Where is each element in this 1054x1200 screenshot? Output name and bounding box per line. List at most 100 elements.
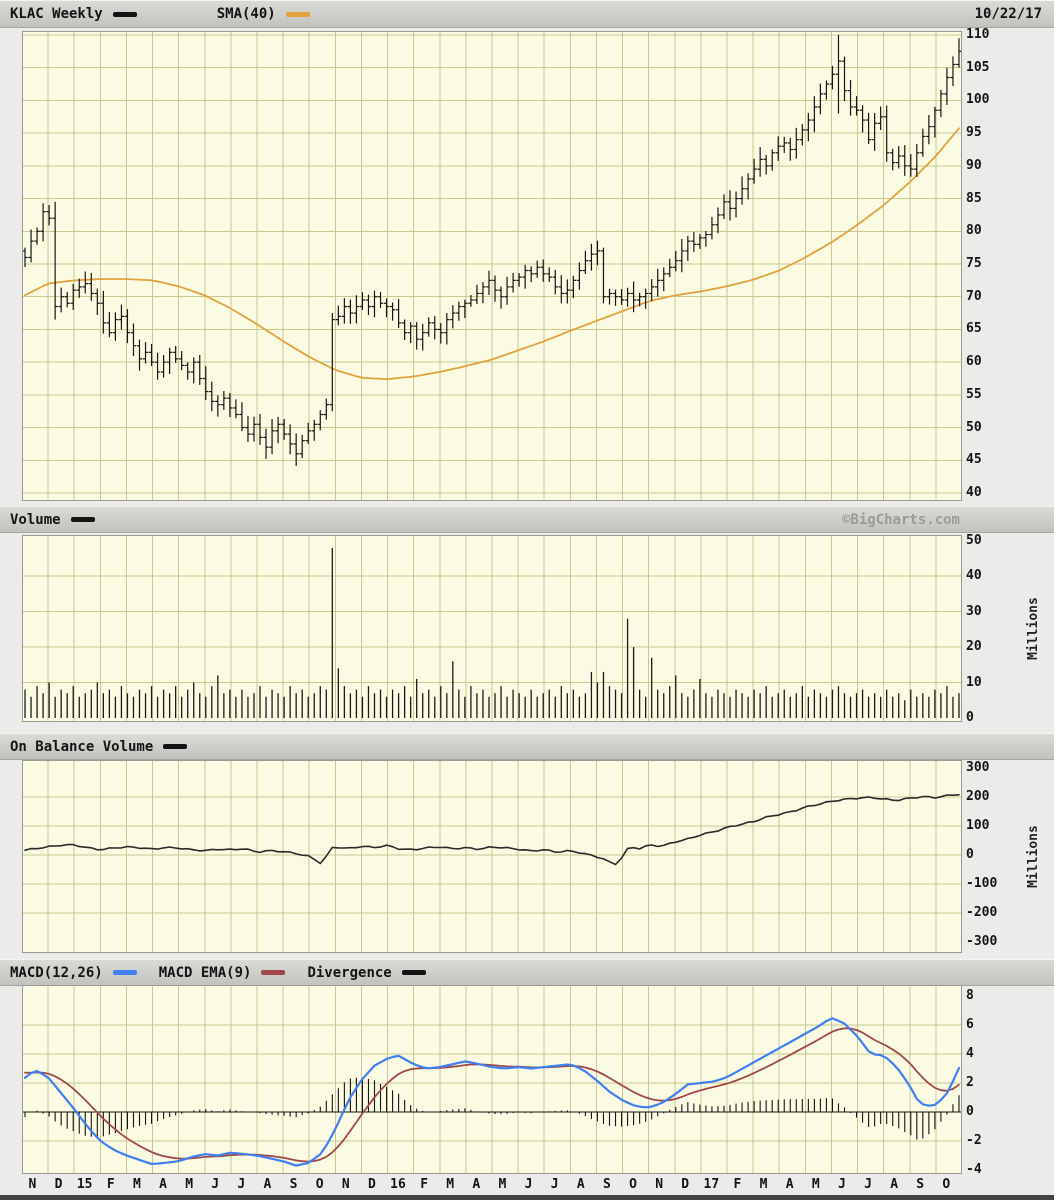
volume-title: Volume: [10, 511, 61, 528]
y-tick-label: 8: [966, 988, 974, 1003]
x-month-label: M: [132, 1177, 141, 1192]
y-tick-label: 95: [966, 125, 982, 141]
y-tick-label: 50: [966, 419, 982, 435]
sma-legend-dash-icon: [285, 11, 310, 17]
volume-chart: [22, 535, 962, 722]
price-chart: [22, 31, 962, 501]
sma-legend-label: SMA(40): [216, 6, 276, 22]
volume-panel-header: Volume ©BigCharts.com: [0, 506, 1054, 533]
y-tick-label: 85: [966, 190, 982, 206]
y-tick-label: 200: [966, 789, 990, 804]
x-month-label: M: [498, 1177, 507, 1192]
y-tick-label: 70: [966, 288, 982, 304]
macd-legend-dash-icon: [112, 970, 137, 975]
x-month-label: D: [54, 1177, 63, 1192]
x-month-label: N: [341, 1177, 350, 1192]
divergence-legend-label: Divergence: [307, 964, 392, 981]
y-tick-label: 50: [966, 532, 982, 548]
x-month-label: A: [576, 1177, 585, 1192]
x-month-label: M: [811, 1177, 820, 1192]
y-tick-label: 100: [966, 92, 990, 108]
x-month-label: F: [733, 1177, 742, 1192]
macd-legend-label: MACD(12,26): [10, 964, 103, 981]
x-month-label: S: [289, 1177, 298, 1192]
price-y-axis: 110 105 100 95 90 85 80 75 70 65 60 55 50 45 40: [966, 27, 1052, 501]
x-month-label: A: [785, 1177, 794, 1192]
y-tick-label: 80: [966, 223, 982, 239]
x-month-label: N: [655, 1177, 664, 1192]
y-tick-label: 10: [966, 674, 982, 690]
x-month-label: M: [759, 1177, 768, 1192]
y-tick-label: 0: [966, 1104, 974, 1119]
x-month-label: N: [28, 1177, 37, 1192]
x-month-label: A: [159, 1177, 167, 1192]
price-legend-dash-icon: [112, 11, 137, 17]
x-month-label: J: [837, 1177, 846, 1192]
y-tick-label: -300: [966, 934, 998, 949]
y-tick-label: 6: [966, 1017, 974, 1032]
x-month-label: F: [106, 1177, 115, 1192]
macd-ema-legend-dash-icon: [261, 970, 286, 975]
x-month-label: S: [916, 1177, 925, 1192]
y-tick-label: 20: [966, 639, 982, 655]
y-tick-label: -200: [966, 905, 998, 920]
y-tick-label: 30: [966, 603, 982, 619]
obv-y-axis: 300 200 100 0 -100 -200 -300: [966, 760, 1052, 953]
x-month-label: 17: [703, 1177, 720, 1192]
volume-axis-units: Millions: [1025, 597, 1041, 660]
x-month-label: O: [629, 1177, 637, 1192]
x-month-label: D: [681, 1177, 690, 1192]
y-tick-label: 105: [966, 59, 990, 75]
x-month-label: O: [942, 1177, 951, 1192]
y-tick-label: 55: [966, 386, 982, 402]
y-tick-label: 45: [966, 452, 982, 468]
x-month-label: M: [446, 1177, 455, 1192]
y-tick-label: 40: [966, 568, 982, 584]
y-tick-label: 75: [966, 256, 982, 271]
x-month-label: J: [550, 1177, 559, 1192]
x-month-label: J: [237, 1177, 246, 1192]
y-tick-label: 110: [966, 27, 990, 42]
obv-axis-units: Millions: [1025, 825, 1041, 888]
y-tick-label: 65: [966, 321, 982, 337]
x-month-label: O: [315, 1177, 324, 1192]
y-tick-label: 300: [966, 760, 990, 775]
y-tick-label: 60: [966, 354, 982, 370]
y-tick-label: 40: [966, 485, 982, 500]
y-tick-label: 0: [966, 847, 974, 862]
symbol-title: KLAC Weekly: [10, 6, 103, 22]
y-tick-label: 4: [966, 1046, 974, 1061]
macd-ema-legend-label: MACD EMA(9): [158, 964, 252, 981]
y-tick-label: 0: [966, 710, 974, 725]
obv-chart: [22, 760, 962, 953]
divergence-legend-dash-icon: [401, 970, 426, 975]
obv-title: On Balance Volume: [10, 738, 154, 755]
obv-legend-dash-icon: [163, 744, 188, 749]
y-tick-label: -2: [966, 1133, 982, 1148]
y-tick-label: 90: [966, 157, 982, 173]
x-month-label: J: [211, 1177, 220, 1192]
x-month-label: A: [263, 1177, 272, 1192]
y-tick-label: 100: [966, 818, 990, 833]
x-month-label: A: [890, 1177, 899, 1192]
y-tick-label: -4: [966, 1162, 982, 1177]
x-month-label: M: [185, 1177, 194, 1192]
y-tick-label: -100: [966, 876, 998, 891]
y-tick-label: 2: [966, 1075, 974, 1090]
bottom-edge-bar: [0, 1195, 1054, 1200]
price-panel-header: KLAC Weekly SMA(40) 10/22/17: [0, 0, 1054, 28]
x-month-label: F: [420, 1177, 429, 1192]
bigcharts-copyright: ©BigCharts.com: [841, 511, 960, 528]
x-month-label: J: [524, 1177, 533, 1192]
x-month-label: D: [367, 1177, 376, 1192]
macd-panel-header: MACD(12,26) MACD EMA(9) Divergence: [0, 959, 1054, 986]
x-axis-months: N D 15 F M A M J J A S O N D 16 F M A M J J A S O N D 17 F M A M J J A S O: [0, 1176, 1054, 1196]
x-month-label: J: [864, 1177, 872, 1192]
x-month-label: 16: [390, 1177, 406, 1192]
x-month-label: S: [602, 1177, 611, 1192]
macd-chart: [22, 985, 962, 1174]
chart-date: 10/22/17: [974, 6, 1042, 22]
volume-legend-dash-icon: [70, 517, 95, 522]
x-month-label: A: [472, 1177, 481, 1192]
